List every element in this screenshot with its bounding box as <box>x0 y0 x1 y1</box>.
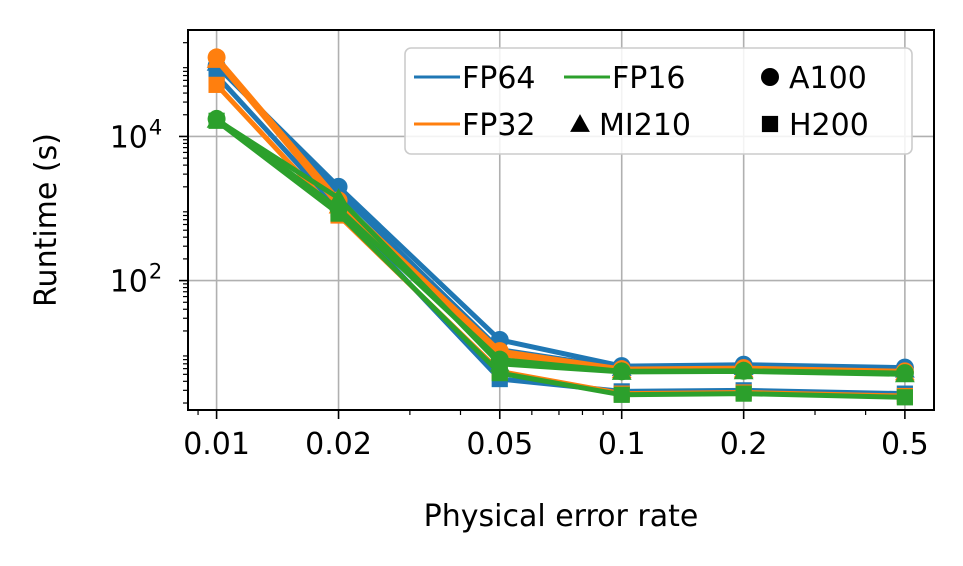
data-point <box>328 188 349 206</box>
data-point <box>206 50 227 68</box>
legend-entry-fp32: FP32 <box>414 108 536 143</box>
data-point <box>208 76 225 93</box>
legend: FP64 FP16 A100 FP32 MI210 H200 <box>404 47 913 155</box>
legend-entry-a100: A100 <box>761 61 867 96</box>
data-point <box>330 205 347 222</box>
data-point <box>896 389 913 406</box>
x-tick-label: 0.05 <box>466 427 533 462</box>
series-line <box>215 118 905 400</box>
x-tick-label: 0.01 <box>183 427 250 462</box>
data-point <box>208 112 225 129</box>
legend-entry-fp64: FP64 <box>414 61 536 96</box>
legend-label: MI210 <box>599 108 691 143</box>
series-line <box>215 116 905 376</box>
y-tick-label: 102 <box>110 260 163 300</box>
y-axis-label: Runtime (s) <box>29 133 64 307</box>
series-layer <box>206 48 915 406</box>
legend-marker-triangle <box>570 114 590 132</box>
data-point <box>735 385 752 402</box>
data-point <box>613 386 630 403</box>
legend-label: FP64 <box>462 61 536 96</box>
legend-box <box>404 47 913 155</box>
legend-marker-square <box>761 115 779 133</box>
legend-label: A100 <box>789 61 867 96</box>
data-point <box>733 361 754 380</box>
x-tick-label: 0.2 <box>720 427 768 462</box>
legend-entry-mi210: MI210 <box>570 108 691 143</box>
x-tick-label: 0.5 <box>881 427 929 462</box>
x-tick-label: 0.1 <box>598 427 646 462</box>
data-point <box>611 362 632 380</box>
legend-label: H200 <box>789 108 869 143</box>
series-line <box>215 117 905 377</box>
y-tick-label: 104 <box>110 115 163 155</box>
data-point <box>894 364 915 383</box>
series-fp16-h200 <box>208 112 913 406</box>
legend-entry-h200: H200 <box>761 108 869 143</box>
legend-entry-fp16: FP16 <box>564 61 686 96</box>
legend-label: FP16 <box>612 61 686 96</box>
data-point <box>491 365 508 382</box>
x-axis-label: Physical error rate <box>424 499 699 534</box>
series-fp16-mi210 <box>206 109 915 383</box>
ticks: 0.01 0.02 0.05 0.1 0.2 0.5 102 104 <box>110 42 929 462</box>
legend-marker-circle <box>761 68 779 86</box>
x-tick-label: 0.02 <box>305 427 372 462</box>
legend-label: FP32 <box>462 108 536 143</box>
